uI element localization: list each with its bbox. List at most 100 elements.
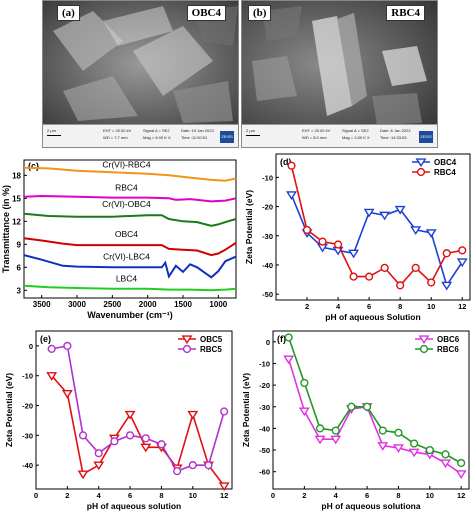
- data-point: [458, 246, 467, 255]
- y-tick-label: -60: [259, 468, 270, 477]
- data-point: [94, 449, 103, 458]
- legend-marker-0: [181, 335, 193, 345]
- series-line-1: [23, 194, 237, 203]
- x-axis-label: pH of aqueous solution: [87, 501, 181, 511]
- scale-label-a: 2 μm: [47, 128, 56, 133]
- series-line-0: [51, 375, 225, 487]
- meta-wd-a: WD = 7.7 mm: [103, 135, 128, 140]
- data-point: [204, 461, 213, 470]
- x-tick-label: 3000: [68, 300, 86, 309]
- x-tick-label: 6: [367, 302, 371, 311]
- x-tick-label: 6: [128, 491, 132, 500]
- data-point: [410, 226, 422, 236]
- data-point: [425, 445, 434, 455]
- data-point: [363, 208, 375, 218]
- x-tick-label: 2500: [103, 300, 121, 309]
- y-tick-label: -30: [259, 403, 270, 412]
- sem-info-bar-a: 2 μm EHT = 20.00 kV WD = 7.7 mm Signal A…: [43, 124, 238, 147]
- zeta-chart-d: 2 4 6 8 10 12 -50 -40 -30 -20 -10 pH of aqueous Sol…: [244, 153, 471, 322]
- data-point: [140, 443, 152, 453]
- data-point: [286, 191, 297, 200]
- legend-label-0: OBC4: [434, 158, 457, 167]
- sample-label-a: OBC4: [186, 5, 226, 21]
- legend-marker-1: [416, 167, 426, 177]
- scale-label-b: 2 μm: [246, 128, 255, 133]
- data-point: [318, 237, 327, 246]
- series-line-5: [23, 284, 237, 292]
- data-point: [394, 428, 403, 437]
- meta-date-a: Date :19 Jan 2023: [181, 128, 214, 133]
- data-point: [141, 434, 150, 443]
- data-point: [173, 467, 182, 476]
- y-tick-label: -10: [22, 372, 33, 381]
- series-line-0: [287, 358, 462, 475]
- data-point: [365, 272, 374, 281]
- panel-letter-c: (c): [28, 161, 39, 171]
- y-tick-label: -10: [259, 359, 270, 368]
- y-tick-label: -50: [262, 290, 273, 299]
- data-point: [425, 229, 437, 238]
- data-point: [441, 281, 453, 291]
- meta-date-b: Date :6 Jan 2023: [380, 128, 411, 133]
- panel-letter: (d): [280, 157, 292, 167]
- data-point: [218, 482, 230, 492]
- y-tick-label: -10: [262, 173, 273, 182]
- data-point: [377, 442, 389, 451]
- sem-image-b: (b) RBC4 2 μm EHT = 20.00 kV WD = 8.0 mm…: [241, 0, 438, 148]
- series-label-2: Cr(VI)-OBC4: [102, 199, 151, 209]
- y-axis-label: Zeta Potential (eV): [244, 190, 254, 264]
- data-point: [331, 426, 340, 435]
- data-point: [287, 161, 296, 170]
- data-point: [63, 341, 72, 351]
- x-tick-label: 2: [302, 491, 306, 500]
- series-line-3: [23, 237, 237, 257]
- data-point: [410, 439, 419, 448]
- y-tick-label: -50: [259, 446, 270, 455]
- y-tick-label: 15: [12, 194, 21, 203]
- legend-marker-1: [419, 344, 429, 354]
- x-tick-label: 2: [305, 302, 309, 311]
- y-tick-label: 0: [29, 342, 33, 351]
- data-point: [411, 263, 420, 272]
- data-point: [440, 459, 451, 469]
- data-point: [314, 435, 326, 445]
- data-point: [455, 470, 467, 479]
- meta-eht-a: EHT = 20.00 kV: [103, 128, 132, 133]
- x-tick-label: 0: [34, 491, 38, 500]
- zeiss-logo-b: ZEISS: [419, 131, 433, 143]
- data-point: [298, 407, 310, 417]
- legend-label-1: RBC4: [434, 168, 456, 177]
- zeta-chart-e: 0 2 4 6 8 10 12 -40 -30 -20 -10 0 pH of aqueous solu…: [4, 330, 233, 511]
- data-point: [330, 435, 342, 445]
- meta-mag-a: Mag = 6.00 K X: [143, 135, 171, 140]
- x-tick-label: 10: [189, 491, 197, 500]
- x-axis-label: Wavenumber (cm⁻¹): [87, 310, 172, 320]
- x-tick-label: 0: [271, 491, 275, 500]
- data-point: [157, 440, 166, 449]
- series-line-4: [23, 254, 237, 279]
- panel-letter: (e): [40, 334, 51, 344]
- data-point: [408, 448, 420, 458]
- data-point: [110, 437, 119, 446]
- data-point: [394, 205, 406, 215]
- data-point: [47, 344, 56, 353]
- y-tick-label: -40: [22, 461, 33, 470]
- x-tick-label: 4: [334, 491, 339, 500]
- data-point: [77, 470, 89, 480]
- y-tick-label: 3: [17, 286, 22, 295]
- data-point: [302, 225, 312, 235]
- y-axis-label: Zeta Potential (eV): [241, 373, 251, 447]
- scale-bar-b: [246, 135, 260, 136]
- data-point: [442, 249, 451, 258]
- data-point: [93, 461, 105, 471]
- series-line-0: [23, 166, 237, 182]
- x-tick-label: 1500: [174, 300, 192, 309]
- meta-signal-b: Signal A = SE2: [342, 128, 369, 133]
- y-tick-label: -40: [259, 424, 270, 433]
- series-label-1: RBC4: [115, 182, 138, 192]
- data-point: [315, 424, 325, 433]
- x-tick-label: 8: [396, 491, 400, 500]
- y-tick-label: -20: [262, 203, 273, 212]
- data-point: [348, 249, 360, 259]
- data-point: [187, 410, 199, 420]
